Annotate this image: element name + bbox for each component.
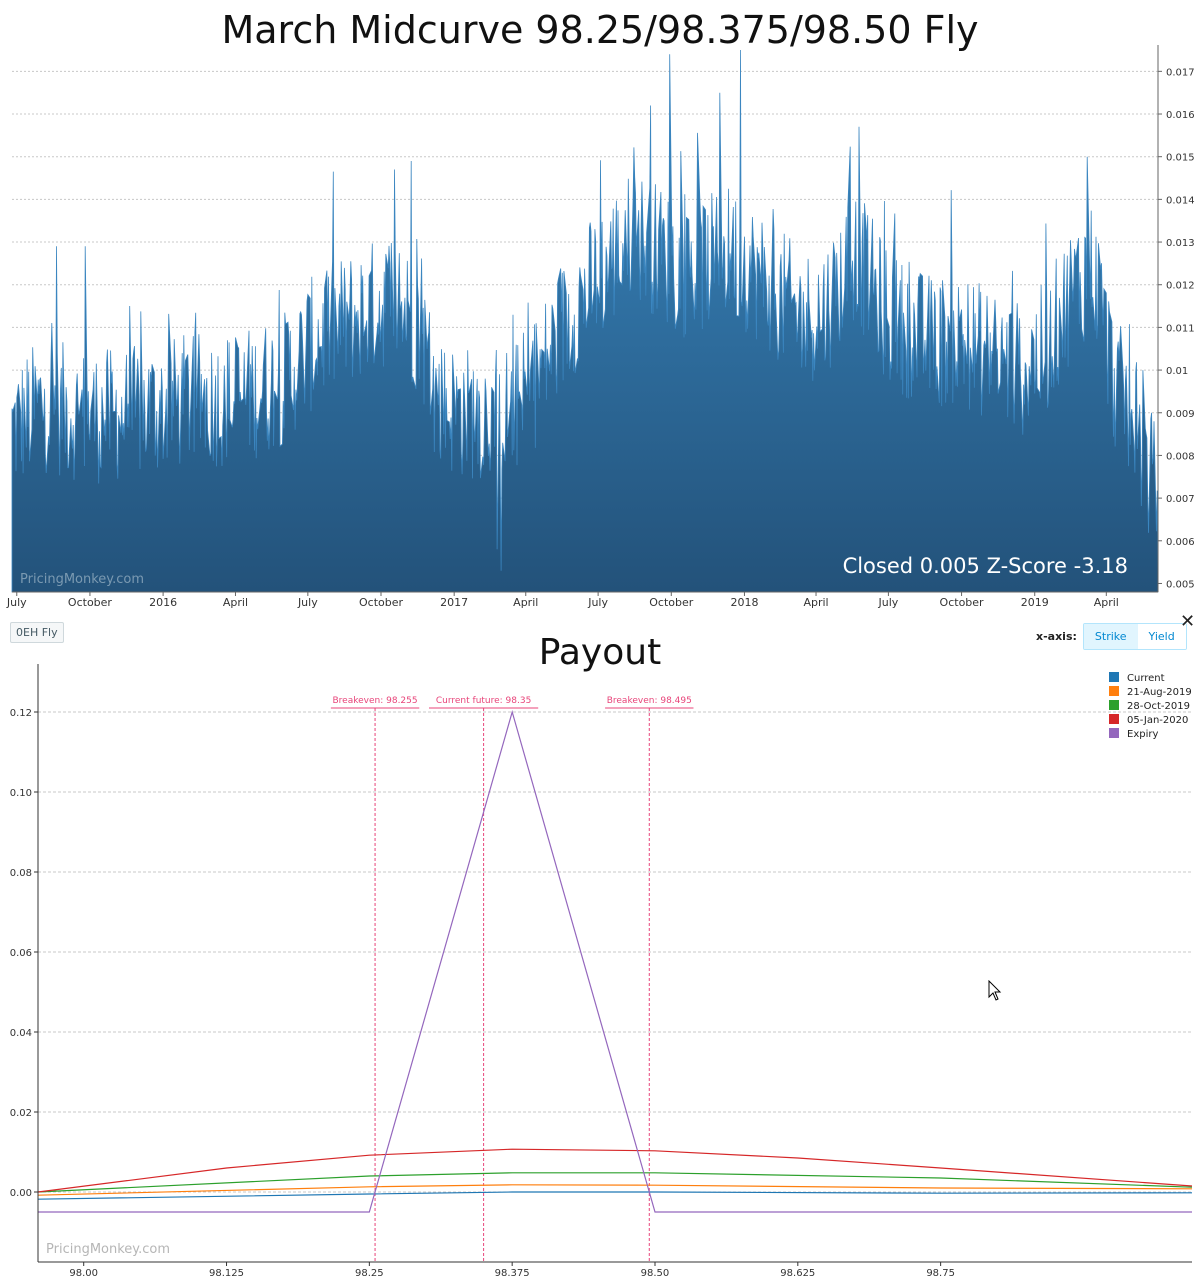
top-y-tick-label: 0.005: [1166, 579, 1195, 590]
bottom-x-tick-label: 98.00: [69, 1268, 98, 1279]
legend-swatch: [1109, 672, 1119, 682]
legend-label: 21-Aug-2019: [1127, 687, 1192, 698]
payout-title: Payout: [538, 632, 662, 673]
legend-label: 28-Oct-2019: [1127, 701, 1190, 712]
bottom-y-tick-label: 0.10: [10, 788, 32, 799]
bottom-x-tick-label: 98.75: [926, 1268, 955, 1279]
bottom-x-tick-label: 98.25: [355, 1268, 384, 1279]
bottom-y-tick-label: 0.02: [10, 1108, 32, 1119]
legend-swatch: [1109, 714, 1119, 724]
top-y-tick-label: 0.016: [1166, 110, 1195, 121]
annotation-label: Current future: 98.35: [436, 696, 531, 706]
bottom-x-tick-label: 98.375: [495, 1268, 530, 1279]
mouse-cursor-icon: [988, 980, 1002, 1001]
top-x-tick-label: April: [1094, 596, 1119, 609]
top-x-tick-label: 2016: [149, 596, 177, 609]
top-x-tick-label: July: [6, 596, 27, 609]
top-y-tick-label: 0.01: [1166, 366, 1188, 377]
top-y-tick-label: 0.012: [1166, 281, 1195, 292]
top-y-tick-label: 0.015: [1166, 153, 1195, 164]
top-axes: 0.005 0.006 0.007 0.008 0.009 0.01 0.011 0.012 0…: [6, 45, 1195, 609]
bottom-y-tick-label: 0.12: [10, 708, 32, 719]
fly-price-area: [11, 49, 1159, 593]
top-x-tick-label: 2019: [1021, 596, 1049, 609]
top-x-tick-label: October: [359, 596, 403, 609]
payout-series-lines: [37, 709, 1193, 1213]
series-line-expiry: [38, 709, 1192, 1213]
top-y-tick-label: 0.017: [1166, 67, 1195, 78]
top-x-tick-label: July: [878, 596, 899, 609]
bottom-y-tick-label: 0.06: [10, 948, 32, 959]
series-line-05-jan-2020: [37, 1148, 1193, 1193]
closed-zscore-label: Closed 0.005 Z-Score -3.18: [843, 554, 1128, 578]
annotation-label: Breakeven: 98.255: [333, 696, 418, 706]
x-axis-toggle: Strike Yield: [1082, 623, 1187, 650]
series-line-current: [37, 1191, 1193, 1200]
top-watermark: PricingMonkey.com: [20, 572, 144, 587]
x-axis-label: x-axis:: [1036, 630, 1077, 643]
top-y-tick-label: 0.009: [1166, 409, 1195, 420]
x-axis-control: x-axis: Strike Yield: [1036, 623, 1187, 650]
bottom-watermark: PricingMonkey.com: [46, 1242, 170, 1257]
strike-button[interactable]: Strike: [1083, 624, 1138, 649]
bottom-x-tick-label: 98.50: [641, 1268, 670, 1279]
legend-swatch: [1109, 686, 1119, 696]
bottom-y-tick-label: 0.08: [10, 868, 32, 879]
series-line-28-oct-2019: [37, 1172, 1193, 1193]
legend-label: 05-Jan-2020: [1127, 715, 1188, 726]
top-x-tick-label: July: [297, 596, 318, 609]
legend-label: Current: [1127, 673, 1165, 684]
bottom-y-tick-label: 0.00: [10, 1188, 32, 1199]
bottom-x-tick-label: 98.125: [209, 1268, 244, 1279]
top-y-tick-label: 0.008: [1166, 451, 1195, 462]
top-x-tick-label: October: [649, 596, 693, 609]
annotation-label: Breakeven: 98.495: [607, 696, 692, 706]
bottom-x-tick-label: 98.625: [780, 1268, 815, 1279]
legend: Current 21-Aug-2019 28-Oct-2019 05-Jan-2020…: [1109, 672, 1192, 740]
top-y-tick-label: 0.006: [1166, 537, 1195, 548]
close-icon[interactable]: ✕: [1180, 611, 1196, 632]
breakeven-annotations: Breakeven: 98.255 Current future: 98.35 Br…: [330, 696, 694, 1262]
top-x-tick-label: 2017: [440, 596, 468, 609]
top-x-tick-label: April: [223, 596, 248, 609]
top-x-tick-label: 2018: [730, 596, 758, 609]
time-series-chart: 0.005 0.006 0.007 0.008 0.009 0.01 0.011 0.012 0…: [6, 45, 1195, 609]
top-x-tick-label: April: [513, 596, 538, 609]
bottom-axes: 0.00 0.02 0.04 0.06 0.08 0.10 0.12 98.00 98.125 9…: [10, 664, 1192, 1279]
top-y-tick-label: 0.011: [1166, 323, 1195, 334]
bottom-grid: [38, 711, 1192, 1193]
yield-button[interactable]: Yield: [1137, 624, 1186, 649]
top-y-tick-label: 0.007: [1166, 494, 1195, 505]
series-line-21-aug-2019: [37, 1184, 1193, 1196]
top-area-layer: [11, 49, 1159, 593]
top-x-tick-label: October: [940, 596, 984, 609]
product-badge[interactable]: 0EH Fly: [10, 622, 64, 643]
top-x-tick-label: October: [68, 596, 112, 609]
legend-label: Expiry: [1127, 729, 1158, 740]
top-y-tick-label: 0.014: [1166, 195, 1195, 206]
legend-swatch: [1109, 728, 1119, 738]
bottom-y-tick-label: 0.04: [10, 1028, 32, 1039]
top-x-tick-label: April: [803, 596, 828, 609]
top-chart-title: March Midcurve 98.25/98.375/98.50 Fly: [221, 8, 979, 52]
legend-swatch: [1109, 700, 1119, 710]
top-x-tick-label: July: [587, 596, 608, 609]
top-y-tick-label: 0.013: [1166, 238, 1195, 249]
